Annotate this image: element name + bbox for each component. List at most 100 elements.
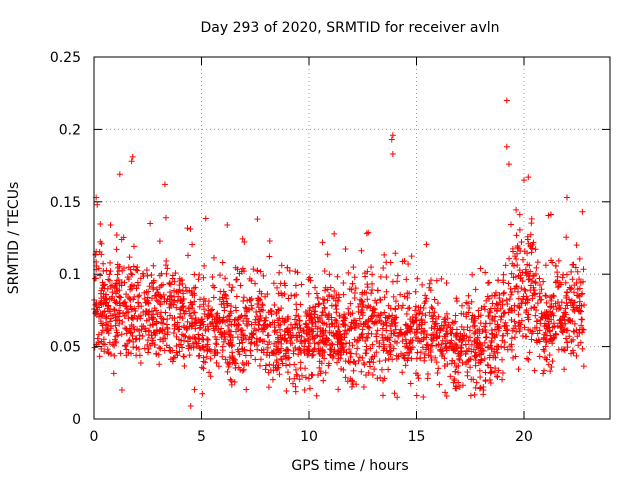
data-point <box>520 293 527 300</box>
data-point <box>555 346 562 353</box>
data-point <box>533 337 540 344</box>
data-point <box>499 369 506 376</box>
data-point <box>213 359 220 366</box>
data-point <box>482 369 489 376</box>
data-point <box>532 312 539 319</box>
data-point <box>159 327 166 334</box>
data-point <box>486 279 493 286</box>
data-point <box>332 297 339 304</box>
data-point <box>525 326 532 333</box>
data-point <box>326 310 333 317</box>
data-point <box>452 318 459 325</box>
data-point <box>108 295 115 302</box>
data-point <box>392 326 399 333</box>
data-point <box>373 338 380 345</box>
data-point <box>374 327 381 334</box>
data-point <box>306 347 313 354</box>
data-point <box>205 326 212 333</box>
data-point <box>368 290 375 297</box>
data-point <box>151 341 158 348</box>
data-point <box>355 308 362 315</box>
data-point <box>364 268 371 275</box>
data-point <box>542 262 549 269</box>
data-point <box>487 379 494 386</box>
data-point <box>311 284 318 291</box>
data-point <box>529 272 536 279</box>
data-point <box>346 339 353 346</box>
data-point <box>135 299 142 306</box>
data-point <box>546 327 553 334</box>
data-point <box>196 325 203 332</box>
data-point <box>270 280 277 287</box>
data-point <box>195 331 202 338</box>
data-point <box>491 292 498 299</box>
data-point <box>359 326 366 333</box>
data-point <box>328 340 335 347</box>
data-point <box>358 306 365 313</box>
data-point <box>511 318 518 325</box>
data-point <box>305 375 312 382</box>
data-point <box>256 337 263 344</box>
data-point <box>455 350 462 357</box>
data-point <box>503 296 510 303</box>
data-point <box>473 379 480 386</box>
data-point <box>417 304 424 311</box>
data-point <box>367 315 374 322</box>
data-point <box>540 335 547 342</box>
data-point <box>190 309 197 316</box>
data-point <box>96 353 103 360</box>
data-point <box>514 262 521 269</box>
data-point <box>426 309 433 316</box>
data-point <box>579 345 586 352</box>
data-point <box>401 258 408 265</box>
data-point <box>324 297 331 304</box>
data-point <box>503 97 510 104</box>
data-point <box>186 287 193 294</box>
data-point <box>527 231 534 238</box>
data-point <box>422 312 429 319</box>
data-point <box>409 344 416 351</box>
data-point <box>239 367 246 374</box>
data-point <box>372 297 379 304</box>
data-point <box>348 383 355 390</box>
data-point <box>301 337 308 344</box>
data-point <box>438 322 445 329</box>
data-point <box>228 377 235 384</box>
data-point <box>276 326 283 333</box>
data-point <box>92 310 99 317</box>
data-point <box>543 299 550 306</box>
data-point <box>376 358 383 365</box>
data-point <box>298 281 305 288</box>
data-point <box>283 362 290 369</box>
data-point <box>107 318 114 325</box>
data-point <box>150 262 157 269</box>
data-point <box>340 279 347 286</box>
data-point <box>150 311 157 318</box>
data-point <box>127 283 134 290</box>
data-point <box>472 329 479 336</box>
data-point <box>325 360 332 367</box>
data-point <box>516 211 523 218</box>
data-point <box>359 312 366 319</box>
data-point <box>519 333 526 340</box>
data-point <box>313 332 320 339</box>
data-point <box>575 342 582 349</box>
data-point <box>289 340 296 347</box>
data-point <box>566 284 573 291</box>
data-point <box>404 344 411 351</box>
data-point <box>278 262 285 269</box>
data-point <box>500 332 507 339</box>
data-point <box>317 370 324 377</box>
data-point <box>153 350 160 357</box>
data-point <box>481 323 488 330</box>
data-point <box>101 341 108 348</box>
data-point <box>240 317 247 324</box>
data-point <box>379 325 386 332</box>
data-point <box>409 337 416 344</box>
data-point <box>125 294 132 301</box>
data-point <box>482 334 489 341</box>
data-point <box>340 344 347 351</box>
data-point <box>293 306 300 313</box>
data-point <box>261 325 268 332</box>
data-point <box>322 287 329 294</box>
